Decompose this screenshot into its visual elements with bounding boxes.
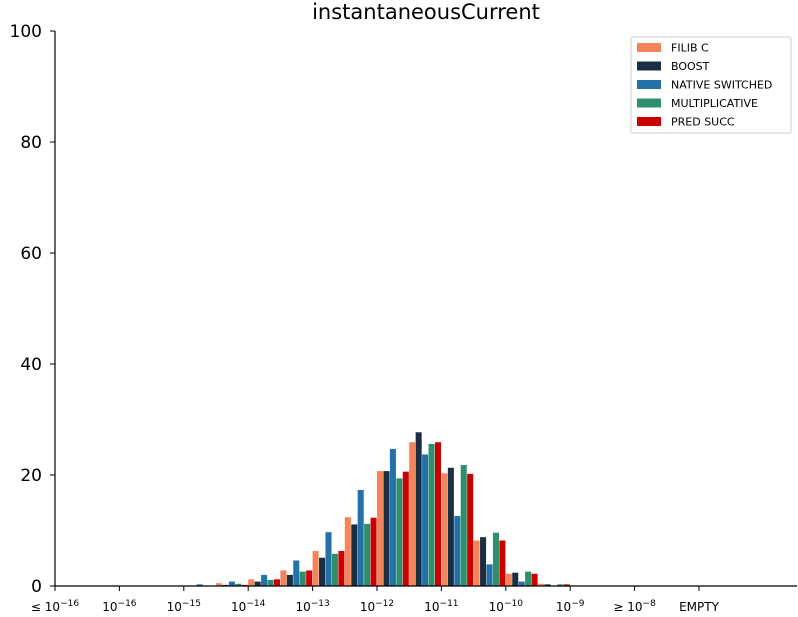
legend-swatch-0: [637, 43, 661, 52]
y-tick-label-100: 100: [10, 22, 42, 42]
y-tick-label-0: 0: [31, 577, 42, 597]
y-tick-label-40: 40: [20, 355, 42, 375]
bar-multiplicative-9: [364, 523, 371, 586]
bar-boost-15: [544, 584, 551, 586]
bar-pred-succ-14: [531, 573, 538, 586]
bar-multiplicative-6: [267, 579, 274, 586]
bar-filib-c-5: [216, 583, 223, 586]
legend-frame: [630, 36, 792, 134]
bar-pred-succ-12: [467, 473, 474, 586]
bar-filib-c-12: [441, 473, 448, 586]
bar-native-switched-13: [486, 564, 493, 586]
bar-native-switched-11: [422, 454, 429, 586]
bar-native-switched-14: [518, 581, 525, 586]
bar-multiplicative-11: [428, 443, 435, 586]
x-tick-label-3: 10−14: [231, 599, 266, 614]
legend-label-4: PRED SUCC: [671, 116, 735, 129]
bar-boost-8: [319, 557, 326, 586]
x-tick-label-0: ≤ 10−16: [31, 599, 79, 614]
bar-boost-6: [254, 581, 261, 586]
bar-pred-succ-9: [370, 517, 377, 586]
bar-boost-11: [415, 432, 422, 586]
bar-pred-succ-15: [563, 584, 570, 586]
bars-layer: [183, 432, 570, 586]
bar-multiplicative-12: [460, 465, 467, 586]
legend: FILIB C BOOST NATIVE SWITCHED MULTIPLICATIV…: [630, 36, 792, 134]
bar-filib-c-9: [344, 517, 351, 586]
x-tick-label-8: 10−9: [556, 599, 585, 614]
bar-boost-14: [512, 572, 519, 586]
bar-pred-succ-11: [434, 442, 441, 586]
bar-pred-succ-13: [499, 540, 506, 586]
x-tick-label-1: 10−16: [102, 599, 137, 614]
bar-multiplicative-8: [331, 553, 338, 586]
chart-title: instantaneousCurrent: [312, 0, 540, 24]
legend-label-0: FILIB C: [671, 42, 709, 55]
bar-pred-succ-8: [338, 551, 345, 586]
bar-filib-c-8: [312, 551, 319, 586]
bar-filib-c-11: [409, 442, 416, 586]
bar-filib-c-7: [280, 570, 287, 586]
bar-boost-12: [447, 467, 454, 586]
bar-multiplicative-15: [557, 584, 564, 586]
bar-boost-7: [286, 574, 293, 586]
bar-boost-9: [351, 524, 358, 586]
bar-filib-c-15: [538, 583, 545, 586]
bar-multiplicative-13: [492, 532, 499, 586]
y-tick-label-60: 60: [20, 244, 42, 264]
y-tick-label-20: 20: [20, 466, 42, 486]
legend-swatch-3: [637, 98, 661, 108]
bar-multiplicative-10: [396, 478, 403, 586]
bar-filib-c-10: [377, 471, 384, 586]
bar-native-switched-6: [261, 574, 268, 586]
bar-filib-c-13: [473, 540, 480, 586]
y-tick-label-80: 80: [20, 133, 42, 153]
legend-swatch-4: [637, 117, 661, 126]
x-tick-label-4: 10−13: [295, 599, 329, 614]
bar-native-switched-10: [389, 448, 396, 586]
x-tick-label-2: 10−15: [167, 599, 201, 614]
axes-layer: 0 20 40 60 80 100 ≤ 10−16 10−16 10−15 10−14 10−13 1…: [10, 22, 797, 614]
bar-multiplicative-7: [299, 571, 306, 586]
bar-boost-13: [480, 537, 487, 586]
bar-pred-succ-6: [273, 579, 280, 586]
bar-boost-10: [383, 471, 390, 586]
bar-native-switched-9: [357, 489, 364, 586]
bar-filib-c-14: [505, 573, 512, 586]
bar-pred-succ-7: [306, 570, 313, 586]
bar-multiplicative-14: [525, 571, 532, 586]
x-tick-label-10: EMPTY: [679, 600, 720, 614]
bar-pred-succ-10: [402, 471, 409, 586]
legend-swatch-1: [637, 61, 661, 71]
legend-label-1: BOOST: [671, 60, 710, 73]
x-tick-label-6: 10−11: [424, 599, 458, 614]
bar-native-switched-5: [228, 581, 235, 586]
x-tick-label-5: 10−12: [360, 599, 394, 614]
bar-native-switched-8: [325, 532, 332, 586]
x-tick-label-7: 10−10: [489, 599, 524, 614]
bar-native-switched-12: [454, 516, 461, 586]
legend-label-2: NATIVE SWITCHED: [671, 79, 772, 92]
bar-native-switched-7: [293, 560, 300, 586]
legend-swatch-2: [637, 80, 661, 89]
bar-native-switched-4: [196, 584, 203, 586]
bar-filib-c-6: [248, 579, 255, 586]
bar-multiplicative-5: [235, 583, 242, 586]
legend-label-3: MULTIPLICATIVE: [671, 97, 758, 110]
x-tick-label-9: ≥ 10−8: [613, 599, 656, 614]
